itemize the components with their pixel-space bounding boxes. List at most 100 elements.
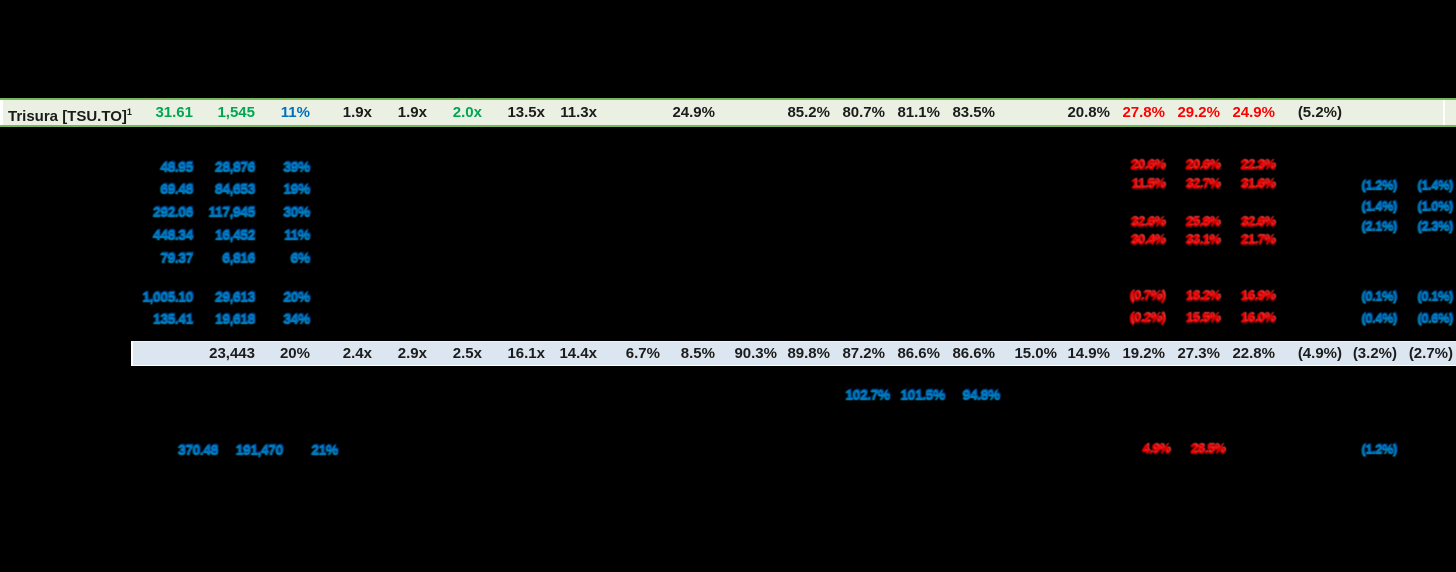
peer-row-4-left-mc-value: 16,452 (215, 226, 255, 242)
trisura-row-mc-value: 1,545 (217, 104, 255, 121)
peer-row-3-left-mc-value: 117,945 (208, 203, 256, 219)
peer-row-2-left-p1-value: 19% (283, 180, 310, 196)
peer-row-6-roe-r5-value: 16.9% (1240, 288, 1276, 303)
peer-row-1-left-mc-value: 28,876 (215, 158, 255, 174)
peer-row-1-left-p1-value: 39% (283, 158, 310, 174)
mean-row-b2-value: 2.9x (397, 345, 427, 362)
peer-row-4-div-d3-value: (2.3%) (1417, 218, 1454, 233)
bottom-row-roe-r4-value: 28.5% (1190, 441, 1226, 456)
trisura-row-b3-value: 2.0x (452, 104, 482, 121)
mean-row-d1-value: (4.9%) (1297, 345, 1342, 362)
peer-row-2-roe-r5-value: 31.6% (1240, 176, 1276, 191)
bottom-row-left-p1-value: 21% (311, 441, 338, 457)
trisura-row-c3-value: 80.7% (842, 104, 885, 121)
trisura-row-price-value: 31.61 (155, 104, 193, 121)
mean-row-r4-value: 27.3% (1177, 345, 1220, 362)
bottom-row-left-price-value: 370.48 (178, 441, 218, 457)
peer-row-1-roe-r5-value: 22.3% (1240, 157, 1276, 172)
mean-row-e2-value: 14.4x (559, 345, 597, 362)
peer-row-7-div-d3-value: (0.6%) (1417, 310, 1454, 325)
trisura-row-d1-value: (5.2%) (1297, 104, 1342, 121)
peer-row-7-left-mc-value: 19,618 (215, 310, 255, 326)
subrow-combined-ratio-c4-value: 101.5% (900, 386, 946, 402)
peer-row-5-roe-r4-value: 33.1% (1185, 232, 1221, 247)
peer-row-7-left-price-value: 135.41 (153, 310, 193, 326)
subrow-combined-ratio-c3-value: 102.7% (845, 386, 891, 402)
peer-row-4-roe-r3-value: 32.6% (1130, 214, 1166, 229)
peer-row-4-roe-r4-value: 25.8% (1185, 214, 1221, 229)
peer-row-2-left-price-value: 69.48 (160, 180, 193, 196)
mean-row-b1-value: 2.4x (342, 345, 372, 362)
peer-row-6-roe-r3-value: (0.7%) (1129, 288, 1166, 303)
peer-row-7-roe-r3-value: (0.2%) (1129, 310, 1166, 325)
mean-row-d3-value: (2.7%) (1408, 345, 1453, 362)
peer-row-6-left-price-value: 1,005.10 (142, 288, 194, 304)
green-row-left-edge (0, 100, 3, 125)
bottom-row-div-d2-value: (1.2%) (1361, 441, 1398, 456)
trisura-row-g2-value: 24.9% (672, 104, 715, 121)
mean-row-mc-value: 23,443 (209, 345, 255, 362)
mean-row-c5-value: 86.6% (952, 345, 995, 362)
trisura-row-background (0, 98, 1456, 127)
trisura-row-e2-value: 11.3x (560, 104, 597, 121)
peer-row-6-div-d3-value: (0.1%) (1417, 288, 1454, 303)
peer-row-3-left-price-value: 292.06 (153, 203, 193, 219)
peer-row-6-roe-r4-value: 18.2% (1185, 288, 1221, 303)
bottom-row-left-mc-value: 191,470 (235, 441, 284, 457)
mean-row-r5-value: 22.8% (1232, 345, 1275, 362)
mean-row-r2-value: 14.9% (1067, 345, 1110, 362)
bottom-row-roe-r3-value: 4.9% (1142, 441, 1170, 456)
peer-row-6-left-mc-value: 29,613 (215, 288, 255, 304)
peer-row-4-left-p1-value: 11% (284, 226, 310, 242)
peer-row-7-roe-r4-value: 15.5% (1185, 310, 1221, 325)
mean-row-b3-value: 2.5x (452, 345, 482, 362)
mean-row-g2-value: 8.5% (680, 345, 715, 362)
mean-row-g1-value: 6.7% (625, 345, 660, 362)
peer-row-5-roe-r5-value: 21.7% (1240, 232, 1276, 247)
trisura-row-r3-value: 27.8% (1122, 104, 1165, 121)
trisura-row-c2-value: 85.2% (787, 104, 830, 121)
peer-row-6-div-d2-value: (0.1%) (1361, 288, 1398, 303)
trisura-row-e1-value: 13.5x (507, 104, 545, 121)
peer-row-5-left-mc-value: 6,816 (222, 249, 255, 265)
trisura-row-r2-value: 20.8% (1067, 104, 1110, 121)
trisura-row-r5-value: 24.9% (1232, 104, 1275, 121)
mean-row-c1-value: 90.3% (734, 345, 777, 362)
mean-row-c4-value: 86.6% (897, 345, 940, 362)
peer-row-5-roe-r3-value: 30.4% (1130, 232, 1166, 247)
peer-row-6-left-p1-value: 20% (283, 288, 310, 304)
peer-row-3-left-p1-value: 30% (283, 203, 310, 219)
trisura-row-c5-value: 83.5% (952, 104, 995, 121)
peer-row-7-left-p1-value: 34% (283, 310, 310, 326)
peer-row-2-roe-r4-value: 32.7% (1185, 176, 1221, 191)
peer-row-2-div-d2-value: (1.2%) (1361, 177, 1398, 192)
mean-row-e1-value: 16.1x (507, 345, 545, 362)
green-row-right-edge (1443, 100, 1445, 125)
trisura-row-b1-value: 1.9x (342, 104, 372, 121)
trisura-row-b2-value: 1.9x (397, 104, 427, 121)
peer-row-2-div-d3-value: (1.4%) (1417, 177, 1454, 192)
peer-row-1-left-price-value: 48.95 (160, 158, 193, 174)
peer-row-4-left-price-value: 448.34 (153, 226, 193, 242)
mean-row-d2-value: (3.2%) (1352, 345, 1397, 362)
trisura-row-label-value: Trisura [TSU.TO]1 (8, 107, 132, 125)
trisura-row-c4-value: 81.1% (897, 104, 940, 121)
mean-row-background (131, 341, 1456, 366)
peer-row-7-div-d2-value: (0.4%) (1361, 310, 1398, 325)
trisura-row-p1-value: 11% (280, 104, 310, 121)
peer-row-2-roe-r3-value: 11.5% (1131, 176, 1165, 191)
mean-row-p1-value: 20% (279, 345, 310, 362)
mean-row-c3-value: 87.2% (842, 345, 885, 362)
peer-row-3-div-d3-value: (1.0%) (1417, 198, 1454, 213)
peer-row-1-roe-r4-value: 20.6% (1185, 157, 1221, 172)
peer-row-1-roe-r3-value: 20.6% (1130, 157, 1166, 172)
trisura-row-r4-value: 29.2% (1177, 104, 1220, 121)
peer-row-5-left-price-value: 79.37 (160, 249, 193, 265)
peer-row-2-left-mc-value: 84,653 (215, 180, 255, 196)
peer-row-4-div-d2-value: (2.1%) (1361, 218, 1398, 233)
peer-row-7-roe-r5-value: 16.0% (1240, 310, 1276, 325)
subrow-combined-ratio-c5-value: 94.8% (962, 386, 1001, 402)
mean-row-r1-value: 15.0% (1014, 345, 1057, 362)
mean-row-c2-value: 89.8% (787, 345, 830, 362)
